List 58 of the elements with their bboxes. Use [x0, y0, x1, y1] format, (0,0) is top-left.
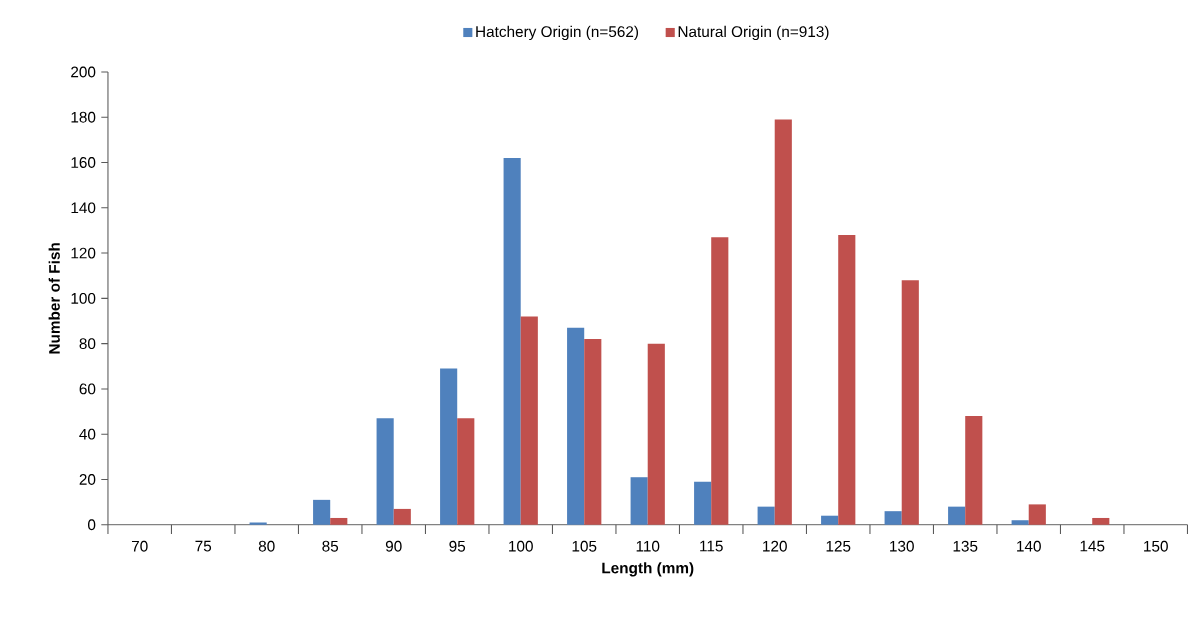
x-tick-label: 145 — [1080, 540, 1105, 552]
bar — [313, 500, 331, 525]
y-tick-label: 140 — [71, 202, 96, 214]
y-tick-label: 80 — [79, 338, 96, 350]
bar — [948, 506, 966, 525]
x-tick-label: 80 — [258, 540, 275, 552]
bar — [838, 235, 856, 525]
bar — [457, 418, 475, 525]
x-tick-label: 70 — [131, 540, 148, 552]
bar — [393, 509, 411, 525]
x-tick-label: 105 — [572, 540, 597, 552]
bar — [884, 511, 902, 525]
x-tick-label: 130 — [890, 540, 914, 552]
bar — [821, 515, 839, 525]
x-tick-label: 100 — [509, 540, 533, 552]
y-tick-label: 40 — [79, 428, 96, 440]
x-tick-label: 85 — [322, 540, 339, 552]
x-tick-label: 135 — [953, 540, 978, 552]
bar — [249, 522, 267, 525]
x-tick-label: 90 — [385, 540, 402, 552]
bar — [520, 316, 538, 525]
bar — [567, 327, 585, 525]
x-axis-title: Length (mm) — [602, 562, 694, 577]
x-tick-label: 110 — [636, 540, 660, 552]
bar — [774, 119, 792, 525]
bar — [440, 368, 458, 525]
x-tick-label: 150 — [1144, 540, 1168, 552]
bar — [757, 506, 775, 525]
bar — [330, 518, 348, 525]
y-tick-label: 100 — [71, 293, 96, 304]
y-tick-label: 120 — [71, 247, 96, 259]
y-tick-label: 180 — [71, 111, 96, 123]
y-tick-label: 20 — [79, 474, 96, 486]
bar — [584, 339, 602, 525]
x-tick-label: 95 — [449, 540, 466, 552]
bar — [1011, 520, 1029, 525]
x-tick-label: 140 — [1017, 540, 1041, 552]
bar — [694, 481, 712, 525]
x-tick-label: 120 — [763, 540, 787, 552]
x-tick-label: 75 — [195, 540, 212, 552]
bar — [901, 280, 919, 525]
y-axis-title: Number of Fish — [48, 243, 60, 354]
legend-label: Natural Origin (n=913) — [678, 25, 829, 41]
bar — [503, 158, 521, 525]
bar — [630, 477, 648, 525]
y-tick-label: 0 — [88, 519, 96, 531]
bar — [647, 343, 665, 525]
bar — [711, 237, 729, 525]
legend-label: Hatchery Origin (n=562) — [476, 25, 639, 41]
bar — [376, 418, 394, 525]
x-tick-label: 125 — [826, 540, 851, 552]
bar — [965, 416, 983, 525]
y-tick-label: 200 — [71, 66, 96, 78]
y-tick-label: 60 — [79, 383, 96, 395]
x-tick-label: 115 — [700, 540, 723, 552]
bar — [1028, 504, 1046, 525]
y-tick-label: 160 — [71, 157, 96, 169]
bar — [1092, 518, 1110, 525]
